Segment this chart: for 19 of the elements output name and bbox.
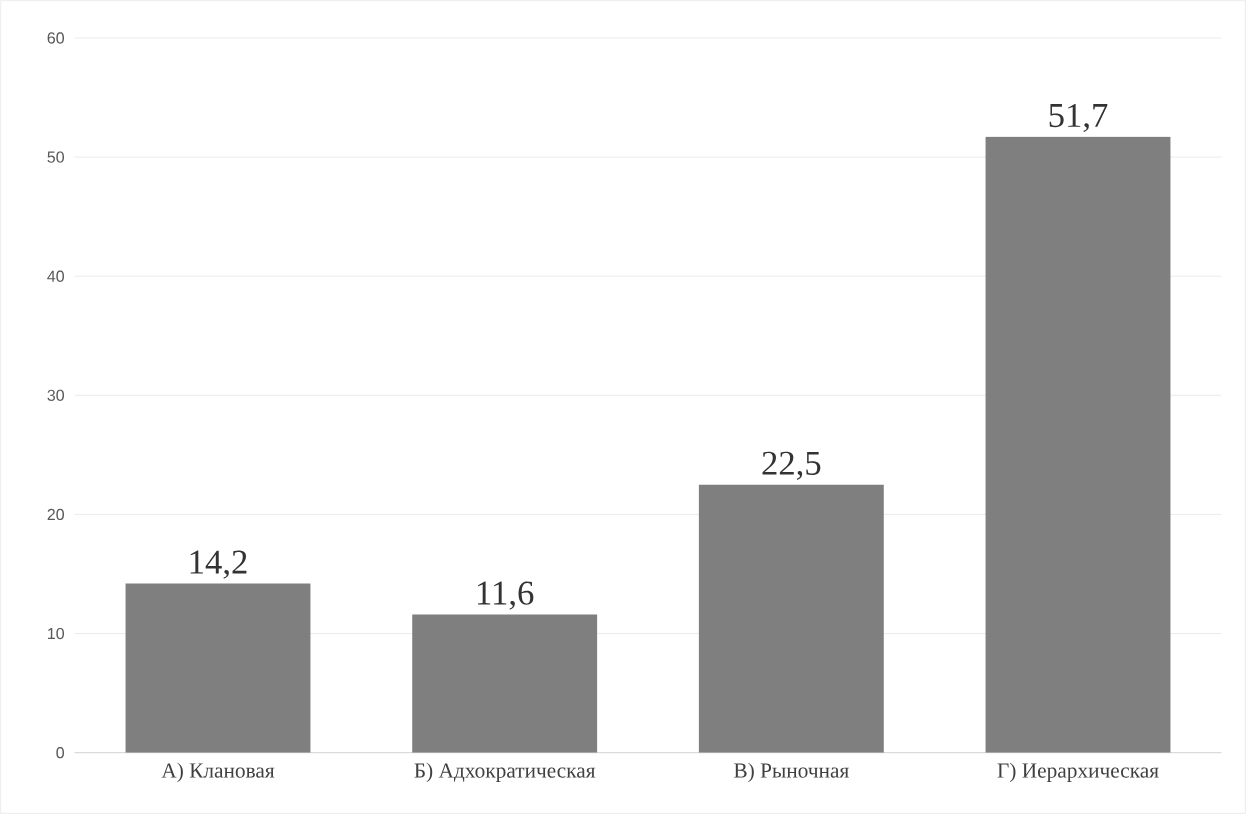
data-label: 11,6 <box>478 581 534 610</box>
data-label: 22,5 <box>762 451 821 480</box>
y-tick-label: 10 <box>48 627 64 640</box>
bar <box>698 484 884 753</box>
y-tick-label: 60 <box>47 32 64 44</box>
y-tick-label: 30 <box>47 389 64 401</box>
data-label: 51,7 <box>1049 103 1108 133</box>
x-tick-label: В) Рыночная <box>734 762 849 783</box>
data-label: 14,2 <box>190 550 247 579</box>
x-tick-label: Г) Иерархическая <box>997 762 1159 783</box>
bar <box>412 614 598 753</box>
bar <box>125 583 311 753</box>
x-tick-label: А) Клановая <box>161 762 275 783</box>
y-tick-label: 50 <box>47 151 64 163</box>
y-tick-label: 0 <box>56 747 65 759</box>
x-tick-label: Б) Адхократическая <box>414 762 596 783</box>
y-tick-label: 40 <box>47 270 64 282</box>
y-tick-label: 20 <box>47 508 64 521</box>
bar <box>985 136 1171 753</box>
